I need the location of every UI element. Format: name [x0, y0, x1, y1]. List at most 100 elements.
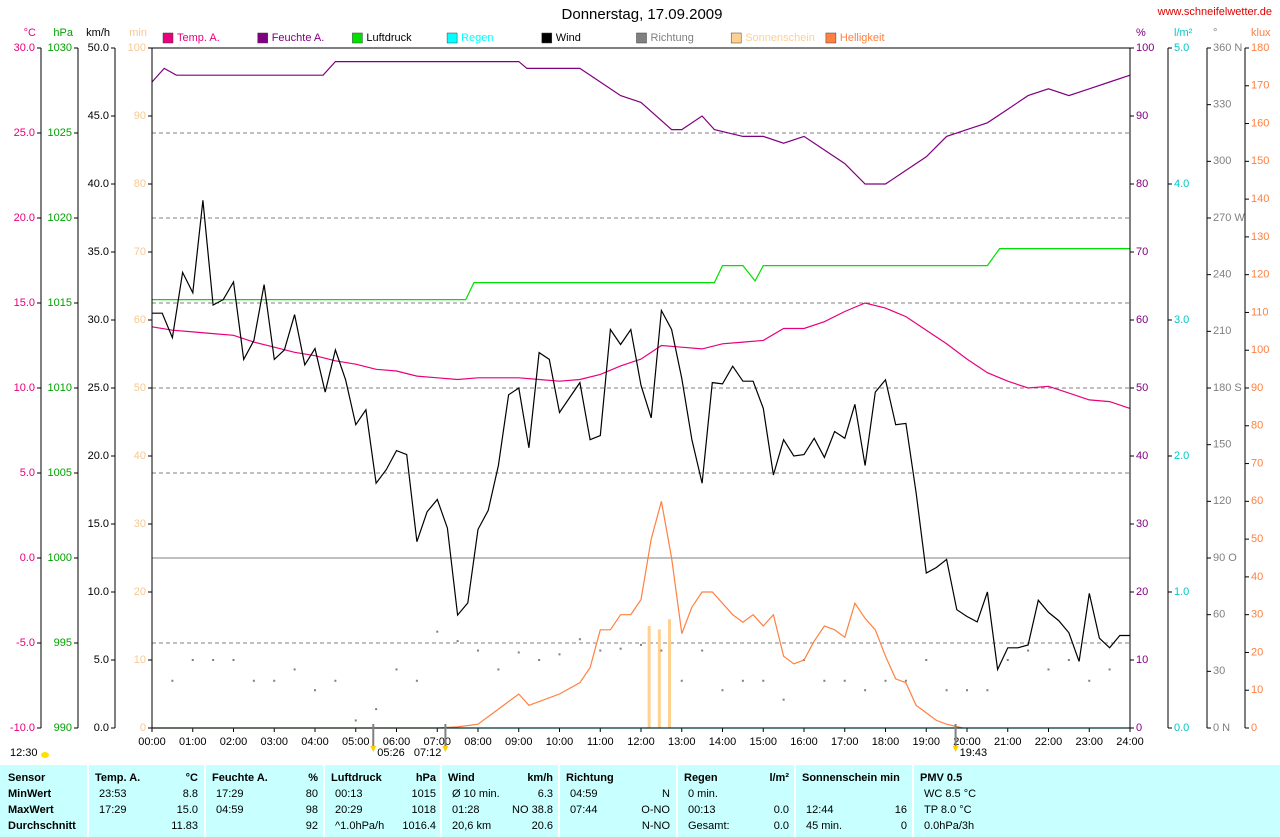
direction-dot	[762, 679, 765, 682]
y-tick-label: 170	[1251, 80, 1269, 92]
plot-area	[152, 48, 1130, 728]
table-unit: hPa	[416, 772, 437, 784]
y-tick-label: 100	[128, 42, 146, 54]
x-tick-label: 15:00	[749, 736, 777, 748]
direction-dot	[680, 679, 683, 682]
x-tick-label: 03:00	[260, 736, 288, 748]
direction-dot	[293, 668, 296, 671]
table-unit: %	[308, 772, 318, 784]
y-tick-label: 90	[134, 110, 146, 122]
x-tick-label: 11:00	[587, 736, 614, 748]
table-cell: 0.0	[774, 820, 789, 832]
direction-dot	[334, 679, 337, 682]
y-tick-label: 360 N	[1213, 42, 1242, 54]
direction-dot	[232, 659, 235, 661]
direction-dot	[904, 679, 907, 682]
legend-label: Feuchte A.	[272, 32, 325, 44]
x-tick-label: 19:00	[912, 736, 940, 748]
direction-dot	[354, 719, 357, 722]
y-tick-label: 90 O	[1213, 552, 1237, 564]
table-cell: 20,6 km	[452, 820, 491, 832]
table-cell: 17:29	[216, 788, 244, 800]
table-cell: 0 min.	[688, 788, 718, 800]
table-cell: 07:44	[570, 804, 598, 816]
sunshine-bar	[657, 629, 661, 728]
sunshine-bar	[668, 619, 672, 728]
table-cell: 1016.4	[402, 820, 436, 832]
sun-time: 19:43	[960, 747, 988, 759]
direction-dot	[721, 689, 724, 692]
table-cell: 0	[901, 820, 907, 832]
y-tick-label: 330	[1213, 99, 1231, 111]
x-tick-label: 08:00	[464, 736, 492, 748]
y-tick-label: 80	[134, 178, 146, 190]
y-tick-label: 30	[1136, 518, 1148, 530]
y-tick-label: 160	[1251, 117, 1269, 129]
table-cell: 6.3	[538, 788, 553, 800]
sun-icon	[41, 752, 49, 758]
axis-unit: min	[129, 27, 147, 39]
direction-dot	[619, 647, 622, 650]
table-header: Sonnenschein min	[802, 772, 900, 784]
table-row-label: Durchschnitt	[8, 820, 76, 832]
x-tick-label: 09:00	[505, 736, 533, 748]
legend-label: Temp. A.	[177, 32, 220, 44]
y-tick-label: 1.0	[1174, 586, 1189, 598]
series-line	[152, 501, 964, 729]
y-tick-label: 1030	[48, 42, 72, 54]
table-cell: 12:44	[806, 804, 834, 816]
y-tick-label: 0	[1136, 722, 1142, 734]
direction-dot	[1108, 668, 1111, 671]
y-tick-label: 180 S	[1213, 382, 1242, 394]
x-tick-label: 00:00	[138, 736, 166, 748]
direction-dot	[415, 679, 418, 682]
y-tick-label: 40	[134, 450, 146, 462]
y-tick-label: 270 W	[1213, 212, 1245, 224]
x-tick-label: 04:00	[301, 736, 329, 748]
table-cell: N	[662, 788, 670, 800]
table-cell: Gesamt:	[688, 820, 730, 832]
y-tick-label: 60	[1136, 314, 1148, 326]
y-tick-label: 120	[1251, 269, 1269, 281]
y-tick-label: 70	[134, 246, 146, 258]
axis-unit: °C	[24, 27, 36, 39]
axis-unit: °	[1213, 27, 1217, 39]
direction-dot	[538, 659, 541, 661]
direction-dot	[884, 679, 887, 682]
table-header: Sensor	[8, 772, 46, 784]
y-tick-label: 20	[1251, 646, 1263, 658]
y-tick-label: 40	[1251, 571, 1263, 583]
y-tick-label: 40	[1136, 450, 1148, 462]
axis-unit: klux	[1251, 27, 1271, 39]
direction-dot	[1067, 659, 1070, 661]
legend-swatch	[730, 32, 742, 44]
y-tick-label: 300	[1213, 155, 1231, 167]
y-tick-label: 50	[1136, 382, 1148, 394]
y-tick-label: 15.0	[14, 297, 35, 309]
direction-dot	[1088, 679, 1091, 682]
y-tick-label: 130	[1251, 231, 1269, 243]
x-tick-label: 10:00	[546, 736, 574, 748]
legend-swatch	[446, 32, 458, 44]
y-tick-label: 2.0	[1174, 450, 1189, 462]
y-tick-label: 50	[1251, 533, 1263, 545]
x-tick-label: 16:00	[790, 736, 818, 748]
y-tick-label: 100	[1251, 344, 1269, 356]
y-tick-label: 4.0	[1174, 178, 1189, 190]
direction-dot	[1006, 659, 1009, 661]
y-tick-label: 995	[54, 637, 72, 649]
table-cell: 00:13	[335, 788, 363, 800]
y-tick-label: 70	[1251, 457, 1263, 469]
y-tick-label: 20.0	[88, 450, 109, 462]
y-tick-label: 25.0	[14, 127, 35, 139]
table-cell: 1015	[412, 788, 436, 800]
plot-frame	[151, 47, 1131, 729]
y-tick-label: 25.0	[88, 382, 109, 394]
y-tick-label: 45.0	[88, 110, 109, 122]
direction-dot	[640, 643, 642, 646]
sun-marker-arrow	[952, 746, 959, 752]
direction-dot	[660, 649, 663, 652]
x-tick-label: 17:00	[831, 736, 859, 748]
direction-dot	[986, 689, 989, 692]
y-tick-label: 40.0	[88, 178, 109, 190]
